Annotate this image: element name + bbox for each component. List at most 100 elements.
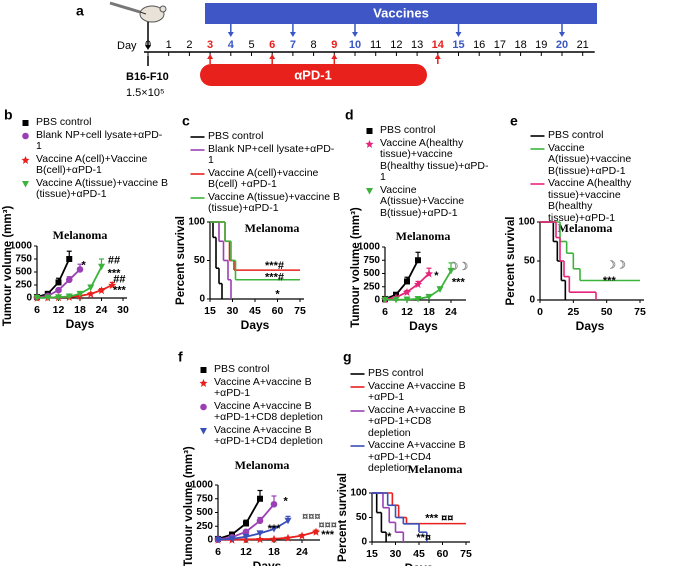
x-tick-label: 6 xyxy=(215,546,221,558)
significance-label: *** xyxy=(452,276,466,288)
y-tick-label: 250 xyxy=(196,521,213,532)
x-axis-label: Days xyxy=(576,319,605,333)
chart: 0 250 500 750 1000 6 12 18 24 30 Days Tumour volume… xyxy=(2,206,129,332)
x-tick-label: 75 xyxy=(634,306,646,318)
legend-swatch xyxy=(365,139,374,148)
x-tick-label: 15 xyxy=(366,548,378,560)
marker xyxy=(98,263,105,271)
legend-label: Blank NP+cell lysate+αPD-1 xyxy=(208,142,335,166)
marker xyxy=(108,281,117,289)
marker xyxy=(436,286,444,293)
significance-label: * xyxy=(434,270,439,282)
x-tick-label: 12 xyxy=(240,546,252,558)
marker xyxy=(414,280,422,289)
chart: 0 50 100 15 30 45 60 75 Days Percent survival Mela… xyxy=(337,462,472,566)
legend-label: PBS control xyxy=(36,116,92,128)
x-axis-label: Days xyxy=(409,319,438,333)
y-axis-label: Percent survival xyxy=(175,216,187,305)
panel-label: e xyxy=(510,113,518,129)
marker xyxy=(381,296,389,304)
legend-label: Vaccine A(cell)+vaccine B(cell) +αPD-1 xyxy=(208,166,319,190)
legend-swatch xyxy=(200,367,207,373)
day-label: Day xyxy=(117,40,137,52)
marker xyxy=(214,536,222,544)
x-tick-label: 50 xyxy=(601,306,613,318)
legend-swatch xyxy=(200,403,207,410)
y-axis-label: Percent survival xyxy=(505,217,517,306)
legend: PBS control Blank NP+cell lysate+αPD-1 Vac… xyxy=(190,130,340,216)
legend-label: PBS control xyxy=(368,367,424,379)
day-tick-label: 19 xyxy=(535,39,547,51)
x-axis-label: Days xyxy=(241,318,270,332)
y-axis-label: Tumour volume (mm³) xyxy=(183,446,195,566)
legend-label: Vaccine A+vaccine B +αPD-1 xyxy=(368,379,466,403)
marker xyxy=(256,530,264,537)
chart-title: Melanoma xyxy=(558,221,613,235)
marker xyxy=(404,278,410,285)
marker xyxy=(312,527,320,536)
y-tick-label: 500 xyxy=(196,507,213,518)
significance-label: ☽☽ xyxy=(606,260,626,272)
x-tick-label: 24 xyxy=(96,304,108,316)
legend-swatch xyxy=(530,147,545,150)
significance-label: *** xyxy=(113,285,127,297)
marker xyxy=(365,139,374,148)
marker xyxy=(97,286,106,295)
x-tick-label: 18 xyxy=(423,306,435,318)
legend-entry: Blank NP+cell lysate+αPD-1 xyxy=(190,142,340,167)
cell-line: B16-F10 xyxy=(126,71,169,83)
marker xyxy=(87,284,95,292)
marker xyxy=(65,293,73,300)
legend-entry: Vaccine A(tissue)+Vaccine B(tissue)+αPD-… xyxy=(362,184,492,220)
y-tick-label: 750 xyxy=(15,254,32,265)
x-tick-label: 15 xyxy=(204,305,216,317)
legend-label: Vaccine A(cell)+Vaccine B(cell)+αPD-1 xyxy=(36,152,148,176)
marker xyxy=(22,132,29,139)
day-tick-label: 2 xyxy=(186,39,192,51)
legend-entry: Vaccine A+vaccine B +αPD-1 xyxy=(196,376,326,400)
day-tick-label: 15 xyxy=(452,39,464,51)
marker xyxy=(447,267,455,275)
chart: 0 50 100 0 25 50 75 Days Percent survival Melanom… xyxy=(505,217,646,334)
significance-label: *** xyxy=(108,267,122,279)
marker xyxy=(200,367,207,373)
legend-entry: Vaccine A(cell)+Vaccine B(cell)+αPD-1 xyxy=(18,152,168,177)
marker xyxy=(65,276,73,284)
x-tick-label: 45 xyxy=(249,305,261,317)
panel-label: f xyxy=(178,349,183,365)
y-tick-label: 1000 xyxy=(358,242,381,253)
legend-swatch xyxy=(366,128,373,134)
panel-label: d xyxy=(345,107,354,123)
antibody-arrowhead xyxy=(269,54,276,59)
marker xyxy=(55,294,62,301)
chart-title: Melanoma xyxy=(396,229,451,243)
legend: PBS control Vaccine A+vaccine B +αPD-1 Vac… xyxy=(196,363,326,449)
x-tick-label: 12 xyxy=(401,306,413,318)
x-tick-label: 45 xyxy=(413,548,425,560)
legend-swatch xyxy=(199,378,208,387)
legend-label: Vaccine A+vaccine B +αPD-1+CD8 depletion xyxy=(368,403,466,439)
legend-swatch xyxy=(350,409,365,412)
chart: 0 250 500 750 1000 6 12 18 24 Days Tumour volume (… xyxy=(350,207,468,333)
marker xyxy=(55,279,62,286)
significance-label: ¤¤¤ xyxy=(318,520,336,532)
legend-label: PBS control xyxy=(214,363,270,375)
y-axis-label: Tumour volume (mm³) xyxy=(2,206,14,327)
marker xyxy=(270,534,278,543)
marker xyxy=(366,187,373,194)
x-tick-label: 6 xyxy=(34,304,40,316)
y-tick-label: 250 xyxy=(15,280,32,291)
marker xyxy=(55,286,62,294)
y-axis-label: Tumour volume (mm³) xyxy=(350,207,362,328)
y-tick-label: 50 xyxy=(356,512,368,523)
marker xyxy=(44,294,52,302)
legend-entry: Vaccine A(cell)+vaccine B(cell) +αPD-1 xyxy=(190,166,340,191)
legend-entry: Vaccine A(tissue)+vaccine B (tissue)+αPD… xyxy=(190,191,340,215)
legend-swatch xyxy=(350,385,365,388)
y-tick-label: 1000 xyxy=(10,241,33,252)
chart-title: Melanoma xyxy=(235,458,290,472)
x-tick-label: 24 xyxy=(445,306,457,318)
marker xyxy=(256,535,264,544)
vaccine-arrowhead xyxy=(559,32,565,37)
panel-label: b xyxy=(4,107,13,123)
